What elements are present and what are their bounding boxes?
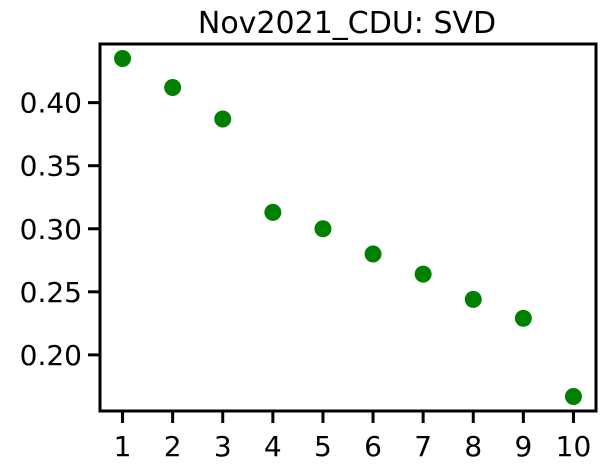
chart-title: Nov2021_CDU: SVD bbox=[198, 6, 496, 41]
data-point bbox=[214, 110, 232, 128]
x-tick-label: 9 bbox=[514, 430, 532, 463]
data-point bbox=[164, 79, 182, 97]
x-tick-label: 2 bbox=[164, 430, 182, 463]
y-tick-label: 0.40 bbox=[20, 87, 82, 120]
x-tick-label: 6 bbox=[364, 430, 382, 463]
x-tick-label: 3 bbox=[214, 430, 232, 463]
y-tick-label: 0.35 bbox=[20, 150, 82, 183]
x-tick-label: 5 bbox=[314, 430, 332, 463]
data-point bbox=[564, 387, 582, 405]
data-point bbox=[464, 290, 482, 308]
plot-frame bbox=[98, 42, 598, 413]
data-point bbox=[514, 309, 532, 327]
data-point bbox=[414, 265, 432, 283]
data-point bbox=[364, 245, 382, 263]
data-points bbox=[114, 50, 582, 405]
y-tick-label: 0.20 bbox=[20, 339, 82, 372]
x-tick-label: 1 bbox=[114, 430, 132, 463]
y-tick-label: 0.25 bbox=[20, 276, 82, 309]
x-tick-label: 7 bbox=[414, 430, 432, 463]
x-tick-label: 8 bbox=[464, 430, 482, 463]
x-axis-ticks: 1 2 3 4 5 6 7 8 9 10 bbox=[114, 411, 592, 463]
x-tick-label: 10 bbox=[556, 430, 592, 463]
x-tick-label: 4 bbox=[264, 430, 282, 463]
y-tick-label: 0.30 bbox=[20, 213, 82, 246]
data-point bbox=[114, 50, 132, 68]
data-point bbox=[264, 203, 282, 221]
data-point bbox=[314, 220, 332, 238]
y-axis-ticks: 0.20 0.25 0.30 0.35 0.40 bbox=[20, 87, 100, 372]
